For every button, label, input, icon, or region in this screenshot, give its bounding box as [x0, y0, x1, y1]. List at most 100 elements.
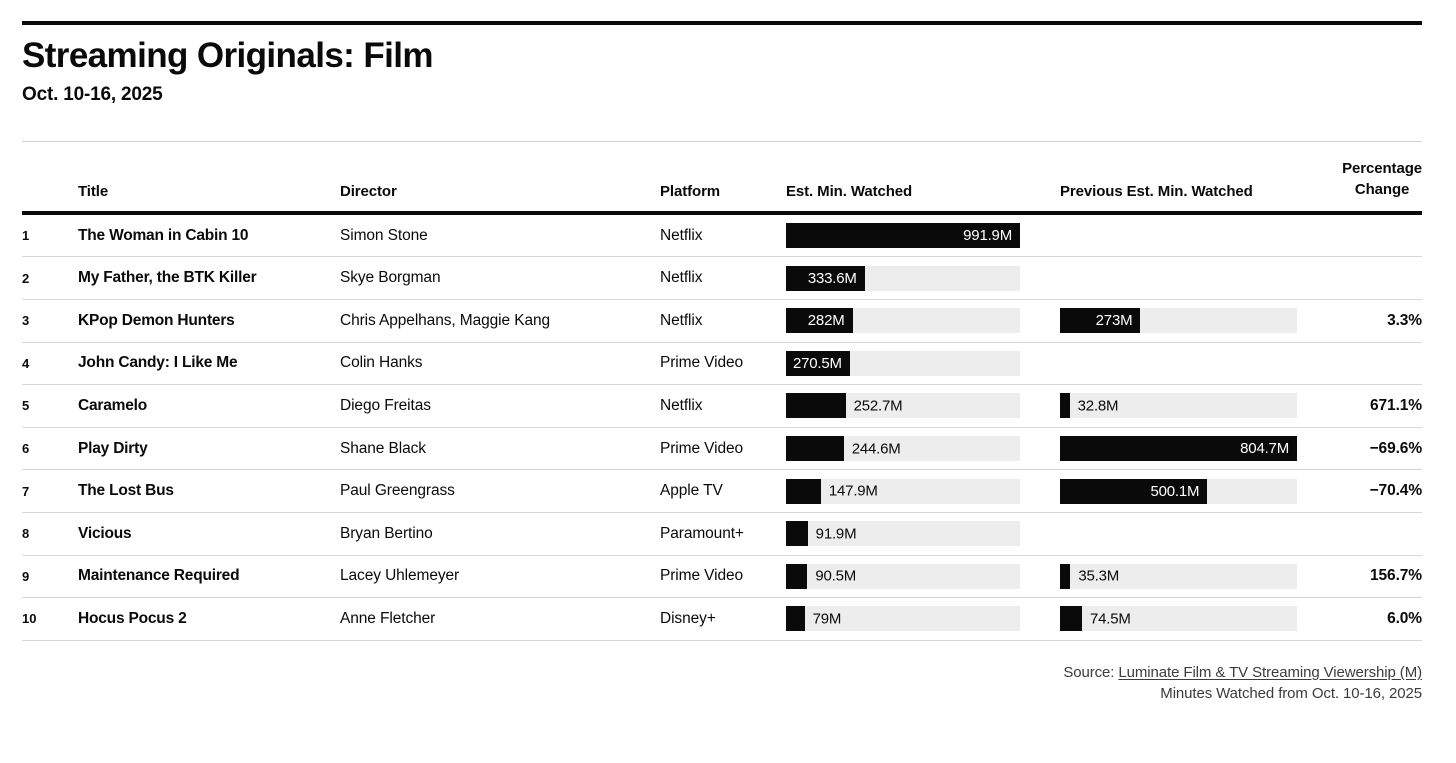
platform-cell: Prime Video — [660, 354, 744, 372]
table-body: 1 The Woman in Cabin 10 Simon Stone Netf… — [22, 215, 1422, 641]
est-min-watched-cell: 333.6M — [786, 265, 1020, 291]
est-min-watched-value-label: 270.5M — [792, 354, 842, 372]
table-row: 7 The Lost Bus Paul Greengrass Apple TV … — [22, 470, 1422, 513]
platform-cell: Prime Video — [660, 567, 744, 585]
est-min-watched-bar: 991.9M — [786, 223, 1020, 249]
previous-est-min-watched-value-label: 35.3M — [1078, 567, 1120, 585]
title-cell: The Lost Bus — [78, 482, 174, 500]
director-cell: Diego Freitas — [340, 396, 431, 414]
est-min-watched-cell: 147.9M — [786, 478, 1020, 504]
percentage-change-cell: −69.6% — [1369, 439, 1423, 457]
platform-cell: Netflix — [660, 269, 703, 287]
est-min-watched-bar: 333.6M — [786, 265, 865, 291]
percentage-change-cell: 6.0% — [1387, 609, 1422, 627]
est-min-watched-bar-track: 147.9M — [786, 478, 1020, 504]
source-link[interactable]: Luminate Film & TV Streaming Viewership … — [1118, 663, 1422, 681]
rank-cell: 7 — [22, 483, 30, 499]
previous-est-min-watched-cell: 32.8M — [1060, 393, 1297, 419]
director-cell: Chris Appelhans, Maggie Kang — [340, 311, 551, 329]
title-cell: KPop Demon Hunters — [78, 311, 235, 329]
est-min-watched-cell: 79M — [786, 606, 1020, 632]
est-min-watched-value-label: 91.9M — [815, 525, 857, 543]
percentage-change-cell: 3.3% — [1387, 311, 1422, 329]
est-min-watched-bar-track: 244.6M — [786, 436, 1020, 462]
est-min-watched-bar-track: 333.6M — [786, 265, 1020, 291]
est-min-watched-cell: 991.9M — [786, 223, 1020, 249]
table-row: 9 Maintenance Required Lacey Uhlemeyer P… — [22, 556, 1422, 599]
director-cell: Skye Borgman — [340, 269, 441, 287]
title-cell: Hocus Pocus 2 — [78, 609, 187, 627]
est-min-watched-value-label: 991.9M — [963, 227, 1012, 245]
source-line: Source: Luminate Film & TV Streaming Vie… — [22, 662, 1422, 683]
est-min-watched-bar-track: 79M — [786, 606, 1020, 632]
est-min-watched-cell: 91.9M — [786, 521, 1020, 547]
previous-est-min-watched-bar-track: 273M — [1060, 308, 1297, 334]
rank-cell: 8 — [22, 526, 30, 542]
previous-est-min-watched-cell: 35.3M — [1060, 563, 1297, 589]
title-cell: My Father, the BTK Killer — [78, 269, 257, 287]
est-min-watched-bar-track: 90.5M — [786, 563, 1020, 589]
page: Streaming Originals: Film Oct. 10-16, 20… — [0, 21, 1456, 704]
footer: Source: Luminate Film & TV Streaming Vie… — [22, 662, 1422, 704]
title-cell: John Candy: I Like Me — [78, 354, 238, 372]
title-cell: Vicious — [78, 524, 132, 542]
rank-cell: 5 — [22, 398, 30, 414]
percentage-change-column-header: Percentage Change — [1342, 158, 1422, 200]
director-cell: Colin Hanks — [340, 354, 423, 372]
previous-est-min-watched-bar-track: 804.7M — [1060, 436, 1297, 462]
table-row: 3 KPop Demon Hunters Chris Appelhans, Ma… — [22, 300, 1422, 343]
est-min-watched-bar-track: 991.9M — [786, 223, 1020, 249]
director-cell: Simon Stone — [340, 226, 428, 244]
rank-cell: 3 — [22, 313, 30, 329]
est-min-watched-bar — [786, 393, 846, 419]
est-min-watched-bar — [786, 563, 808, 589]
previous-est-min-watched-bar-track: 74.5M — [1060, 606, 1297, 632]
previous-est-min-watched-bar-track: 500.1M — [1060, 478, 1297, 504]
previous-est-min-watched-value-label: 32.8M — [1077, 397, 1119, 415]
platform-cell: Disney+ — [660, 609, 716, 627]
platform-cell: Prime Video — [660, 439, 744, 457]
director-cell: Paul Greengrass — [340, 482, 455, 500]
platform-cell: Paramount+ — [660, 524, 744, 542]
est-min-watched-cell: 282M — [786, 308, 1020, 334]
previous-est-min-watched-bar — [1060, 393, 1070, 419]
previous-est-min-watched-bar — [1060, 563, 1071, 589]
percentage-change-header-line2: Change — [1354, 180, 1410, 198]
est-min-watched-bar — [786, 436, 844, 462]
previous-est-min-watched-bar-track: 35.3M — [1060, 563, 1297, 589]
est-min-watched-bar: 270.5M — [786, 350, 850, 376]
est-min-watched-bar — [786, 478, 821, 504]
platform-cell: Apple TV — [660, 482, 723, 500]
table-row: 2 My Father, the BTK Killer Skye Borgman… — [22, 257, 1422, 300]
percentage-change-cell: 156.7% — [1370, 567, 1422, 585]
est-min-watched-bar: 282M — [786, 308, 853, 334]
platform-cell: Netflix — [660, 226, 703, 244]
previous-est-min-watched-value-label: 74.5M — [1089, 610, 1131, 628]
est-min-watched-value-label: 147.9M — [828, 482, 878, 500]
page-title: Streaming Originals: Film — [22, 36, 434, 75]
est-min-watched-bar-track: 282M — [786, 308, 1020, 334]
source-label: Source: — [1063, 663, 1119, 681]
rank-cell: 2 — [22, 270, 30, 286]
previous-est-min-watched-value-label: 273M — [1095, 312, 1133, 330]
est-min-watched-cell: 270.5M — [786, 350, 1020, 376]
director-cell: Anne Fletcher — [340, 609, 436, 627]
previous-est-min-watched-bar-track: 32.8M — [1060, 393, 1297, 419]
previous-est-min-watched-bar: 804.7M — [1060, 436, 1297, 462]
est-min-watched-bar-track: 252.7M — [786, 393, 1020, 419]
rank-cell: 4 — [22, 355, 30, 371]
title-cell: The Woman in Cabin 10 — [78, 226, 249, 244]
est-min-watched-cell: 90.5M — [786, 563, 1020, 589]
rank-cell: 1 — [22, 228, 30, 244]
est-min-watched-bar-track: 270.5M — [786, 350, 1020, 376]
previous-est-min-watched-column-header: Previous Est. Min. Watched — [1060, 182, 1253, 200]
table-row: 4 John Candy: I Like Me Colin Hanks Prim… — [22, 343, 1422, 386]
top-divider — [22, 21, 1422, 25]
title-column-header: Title — [78, 182, 109, 200]
rank-cell: 10 — [22, 611, 37, 627]
percentage-change-cell: −70.4% — [1369, 482, 1423, 500]
percentage-change-cell: 671.1% — [1370, 396, 1422, 414]
platform-cell: Netflix — [660, 396, 703, 414]
est-min-watched-column-header: Est. Min. Watched — [786, 182, 913, 200]
director-cell: Shane Black — [340, 439, 426, 457]
